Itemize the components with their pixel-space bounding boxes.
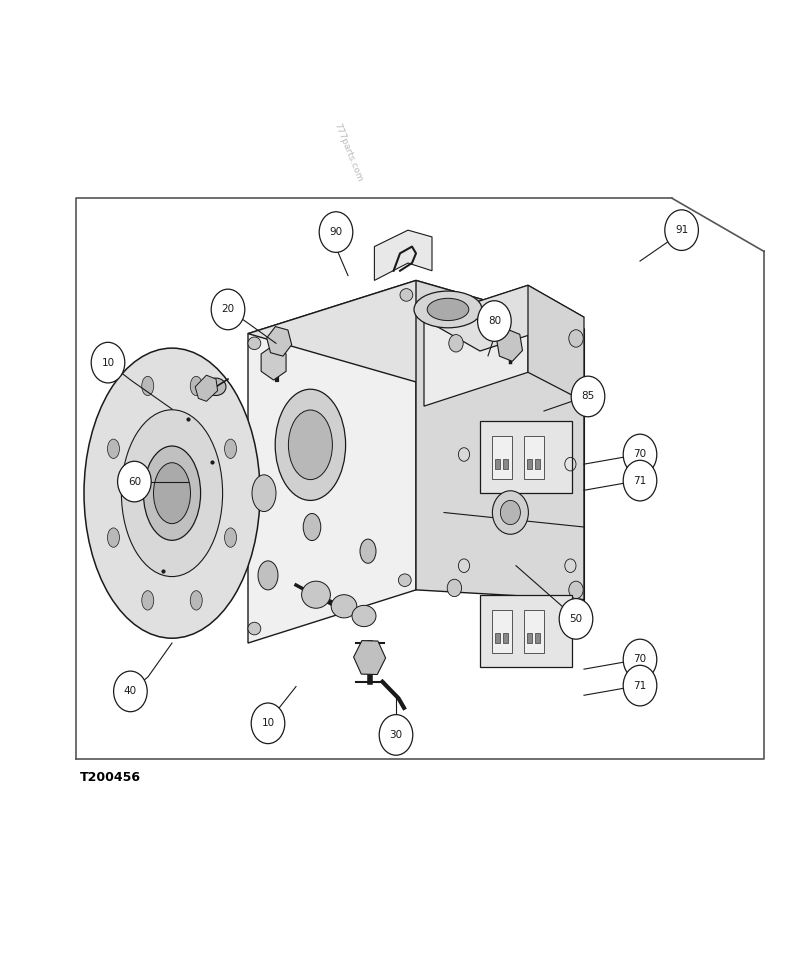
Polygon shape <box>424 285 528 406</box>
Ellipse shape <box>252 475 276 512</box>
Ellipse shape <box>142 376 154 396</box>
Circle shape <box>623 434 657 475</box>
Circle shape <box>665 210 698 250</box>
Ellipse shape <box>206 378 226 396</box>
Polygon shape <box>248 280 416 643</box>
Ellipse shape <box>122 410 222 576</box>
Circle shape <box>478 301 511 341</box>
Text: 10: 10 <box>102 358 114 367</box>
Circle shape <box>114 671 147 712</box>
Bar <box>503 633 508 643</box>
Ellipse shape <box>248 623 261 634</box>
Ellipse shape <box>84 348 260 638</box>
Circle shape <box>211 289 245 330</box>
Ellipse shape <box>400 289 413 302</box>
Ellipse shape <box>398 573 411 586</box>
Ellipse shape <box>190 376 202 396</box>
Ellipse shape <box>142 591 154 610</box>
Bar <box>535 459 540 469</box>
Bar <box>480 421 572 493</box>
Circle shape <box>571 376 605 417</box>
Ellipse shape <box>449 335 463 352</box>
Bar <box>527 459 532 469</box>
Ellipse shape <box>302 581 330 608</box>
Text: T200456: T200456 <box>80 771 141 783</box>
Ellipse shape <box>107 439 119 458</box>
Bar <box>492 610 512 653</box>
Bar <box>492 436 512 479</box>
Bar <box>524 610 544 653</box>
Text: 85: 85 <box>582 392 594 401</box>
Polygon shape <box>195 375 218 401</box>
Polygon shape <box>416 280 584 600</box>
Text: 50: 50 <box>570 614 582 624</box>
Polygon shape <box>528 285 584 401</box>
Ellipse shape <box>569 330 583 347</box>
Bar <box>480 595 572 667</box>
Bar <box>495 633 500 643</box>
Text: 60: 60 <box>128 477 141 486</box>
Circle shape <box>118 461 151 502</box>
Circle shape <box>91 342 125 383</box>
Ellipse shape <box>275 389 346 500</box>
Ellipse shape <box>289 410 333 480</box>
Ellipse shape <box>154 462 190 524</box>
Ellipse shape <box>501 501 521 524</box>
Bar <box>535 633 540 643</box>
Ellipse shape <box>143 446 201 541</box>
Text: 90: 90 <box>330 227 342 237</box>
Circle shape <box>623 460 657 501</box>
Ellipse shape <box>352 605 376 627</box>
Polygon shape <box>424 285 584 351</box>
Text: 40: 40 <box>124 687 137 696</box>
Text: 70: 70 <box>634 655 646 664</box>
Polygon shape <box>248 280 584 382</box>
Ellipse shape <box>258 561 278 590</box>
Polygon shape <box>374 230 432 280</box>
Ellipse shape <box>569 581 583 599</box>
Text: 70: 70 <box>634 450 646 459</box>
Text: 71: 71 <box>634 681 646 690</box>
Circle shape <box>319 212 353 252</box>
Text: 71: 71 <box>634 476 646 485</box>
Ellipse shape <box>493 491 529 534</box>
Circle shape <box>379 715 413 755</box>
Text: 10: 10 <box>262 718 274 728</box>
Bar <box>495 459 500 469</box>
Bar <box>503 459 508 469</box>
Circle shape <box>623 639 657 680</box>
Circle shape <box>251 703 285 744</box>
Text: 80: 80 <box>488 316 501 326</box>
Ellipse shape <box>225 439 237 458</box>
Ellipse shape <box>427 298 469 321</box>
Circle shape <box>559 599 593 639</box>
Ellipse shape <box>360 540 376 563</box>
Ellipse shape <box>248 337 261 349</box>
Ellipse shape <box>190 591 202 610</box>
Text: 30: 30 <box>390 730 402 740</box>
Text: 20: 20 <box>222 305 234 314</box>
Ellipse shape <box>447 579 462 597</box>
Ellipse shape <box>303 513 321 541</box>
Ellipse shape <box>107 528 119 547</box>
Ellipse shape <box>225 528 237 547</box>
Ellipse shape <box>331 595 357 618</box>
Text: 91: 91 <box>675 225 688 235</box>
Bar <box>527 633 532 643</box>
Bar <box>524 436 544 479</box>
Ellipse shape <box>414 291 482 328</box>
Circle shape <box>623 665 657 706</box>
Text: 777parts.com: 777parts.com <box>332 122 364 184</box>
